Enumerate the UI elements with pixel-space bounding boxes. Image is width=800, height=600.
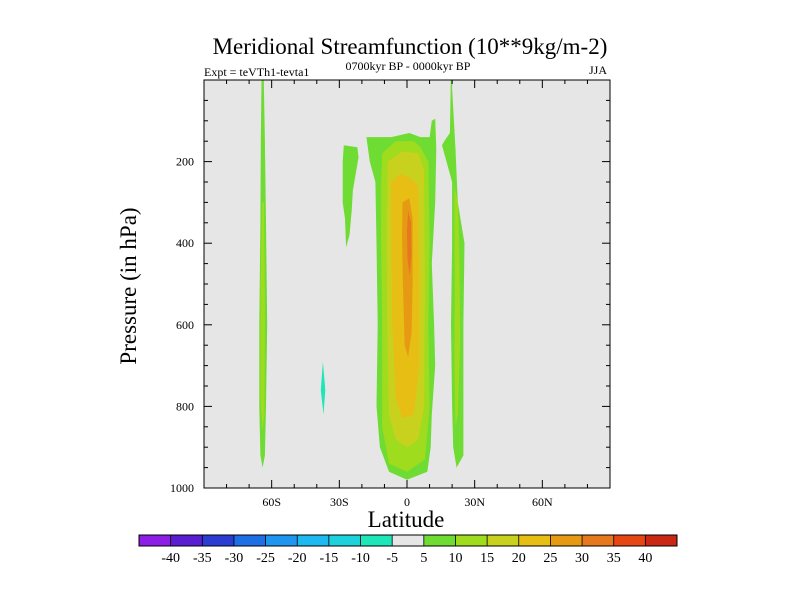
colorbar-swatch [170, 535, 203, 546]
colorbar-swatch [645, 535, 678, 546]
colorbar-label: -30 [225, 551, 244, 566]
colorbar-label: -5 [386, 551, 398, 566]
season-label: JJA [589, 63, 607, 77]
colorbar-swatch [139, 535, 171, 546]
y-axis-label: Pressure (in hPa) [116, 207, 141, 364]
colorbar-label: 25 [543, 551, 557, 566]
colorbar-label: -10 [351, 551, 370, 566]
colorbar-swatch [613, 535, 646, 546]
experiment-label: Expt = teVTh1-tevta1 [204, 65, 309, 79]
x-tick-label: 0 [404, 495, 410, 509]
colorbar-swatch [233, 535, 266, 546]
contour-hadley-cell-core [407, 210, 412, 276]
colorbar-frame [138, 534, 678, 547]
colorbar-label: 35 [607, 551, 621, 566]
colorbar-label: -15 [320, 551, 339, 566]
colorbar-swatch [392, 535, 425, 546]
y-tick-label: 600 [176, 318, 194, 332]
colorbar-swatch [265, 535, 298, 546]
colorbar-label: 20 [512, 551, 526, 566]
colorbar-label: 40 [638, 551, 652, 566]
contour-sh-negative-patch [320, 361, 326, 415]
colorbar-swatch [202, 535, 235, 546]
colorbar-swatch [360, 535, 393, 546]
colorbar-label: -35 [193, 551, 212, 566]
axis-ticks: 60S 30S 0 30N 60N 200 400 600 800 1000 [170, 80, 610, 509]
colorbar-label: 5 [420, 551, 427, 566]
colorbar-swatch [487, 535, 520, 546]
x-tick-label: 30S [330, 495, 349, 509]
contour-regions [259, 80, 465, 480]
colorbar-swatch [582, 535, 615, 546]
time-range-label: 0700kyr BP - 0000kyr BP [346, 59, 471, 73]
colorbar-label: -20 [288, 551, 307, 566]
y-tick-label: 400 [176, 236, 194, 250]
contour-sh-upper-lobe [342, 145, 359, 248]
colorbar-label: 10 [448, 551, 462, 566]
contour-nh-ferrel-core [454, 186, 460, 427]
colorbar-label: -40 [161, 551, 180, 566]
colorbar-label: 15 [480, 551, 494, 566]
colorbar-swatch [455, 535, 488, 546]
y-tick-label: 800 [176, 399, 194, 413]
colorbar-swatch [297, 535, 330, 546]
y-tick-label: 200 [176, 155, 194, 169]
x-tick-label: 60N [532, 495, 553, 509]
x-tick-label: 30N [464, 495, 485, 509]
colorbar-swatch [423, 535, 456, 546]
chart-title: Meridional Streamfunction (10**9kg/m-2) [213, 34, 608, 59]
colorbar-label: 30 [575, 551, 589, 566]
colorbar-label: -25 [256, 551, 275, 566]
colorbar-swatch [328, 535, 361, 546]
x-axis-label: Latitude [368, 507, 445, 532]
color-bar: -40 -35 -30 -25 -20 -15 -10 -5 5 10 15 20 25 30 35 40 [138, 534, 678, 566]
contour-sh-polar-core [260, 202, 265, 431]
y-tick-label: 1000 [170, 481, 194, 495]
x-tick-label: 60S [262, 495, 281, 509]
colorbar-swatch [518, 535, 551, 546]
colorbar-swatch [550, 535, 583, 546]
